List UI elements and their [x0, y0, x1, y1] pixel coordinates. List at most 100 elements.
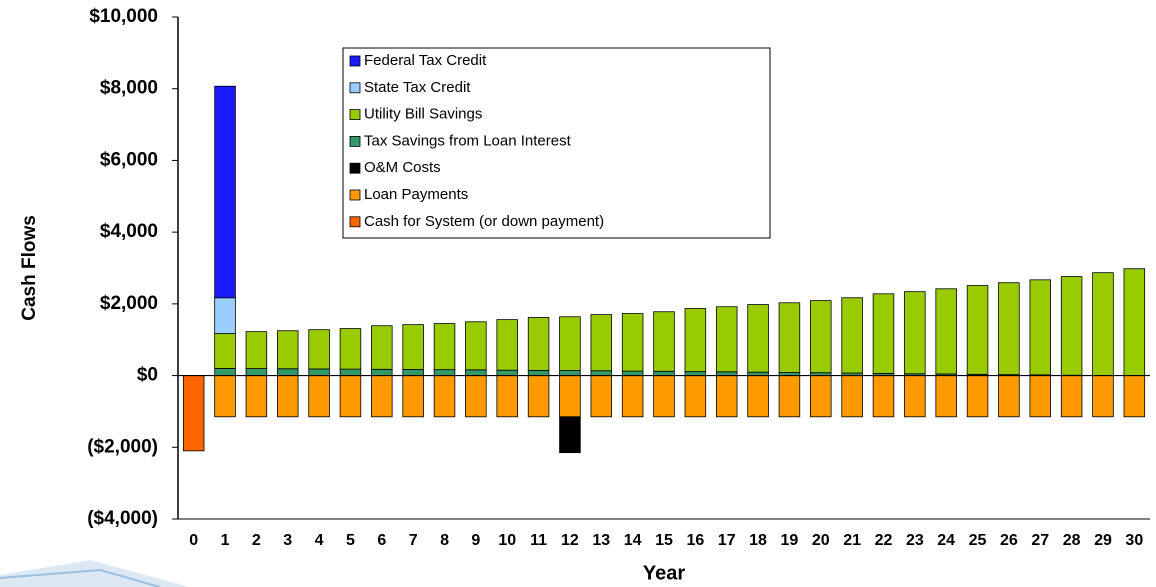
bar — [684, 375, 707, 418]
bar — [621, 370, 644, 376]
legend-label: Utility Bill Savings — [364, 106, 482, 123]
x-tick-label: 11 — [530, 532, 547, 549]
bar — [308, 329, 330, 370]
bar — [527, 317, 550, 371]
bar — [590, 314, 613, 372]
x-tick-label: 27 — [1031, 532, 1049, 549]
x-tick-label: 19 — [781, 532, 799, 549]
bar — [402, 324, 424, 370]
legend-swatch — [349, 189, 361, 201]
y-tick-label: $10,000 — [89, 6, 158, 27]
bar — [810, 375, 832, 418]
bar — [214, 375, 236, 418]
y-tick-label: $0 — [137, 365, 158, 386]
x-tick-label: 20 — [812, 532, 830, 549]
y-tick-label: ($4,000) — [87, 508, 158, 529]
x-tick-label: 9 — [471, 532, 480, 549]
bar — [559, 375, 581, 418]
bar — [1060, 276, 1083, 376]
bar — [715, 306, 738, 373]
x-tick-label: 3 — [283, 532, 292, 549]
bar — [1092, 375, 1114, 418]
bar — [778, 375, 801, 418]
x-tick-label: 26 — [1000, 532, 1018, 549]
legend-swatch — [349, 216, 361, 228]
x-axis-label: Year — [643, 562, 685, 584]
bar — [621, 313, 644, 372]
legend-swatch — [349, 135, 361, 147]
legend-label: Loan Payments — [364, 186, 468, 203]
bar — [339, 328, 362, 370]
x-tick-label: 24 — [937, 532, 955, 549]
bar — [935, 288, 957, 375]
bar — [527, 369, 550, 376]
x-tick-label: 13 — [592, 532, 610, 549]
bar — [339, 368, 362, 376]
bar — [841, 297, 863, 374]
bar — [496, 319, 518, 371]
bar — [653, 375, 675, 418]
bar — [465, 375, 487, 418]
bar — [339, 375, 362, 418]
x-tick-label: 2 — [252, 532, 261, 549]
bar — [966, 375, 989, 418]
legend-swatch — [349, 109, 361, 120]
bar — [371, 375, 393, 418]
bar — [214, 333, 236, 369]
y-tick-label: ($2,000) — [87, 436, 158, 457]
bar — [998, 282, 1020, 376]
bar — [308, 375, 330, 418]
bar — [1123, 375, 1146, 418]
x-tick-label: 28 — [1063, 532, 1081, 549]
bar — [245, 368, 268, 376]
bar — [1123, 268, 1146, 376]
x-tick-label: 0 — [189, 532, 198, 549]
bar — [245, 331, 268, 369]
bar — [684, 308, 707, 373]
x-tick-label: 22 — [875, 532, 893, 549]
x-tick-label: 4 — [315, 532, 324, 549]
bar — [841, 375, 863, 418]
bar — [308, 368, 330, 376]
bar — [371, 368, 393, 376]
bar — [276, 368, 299, 376]
bar — [276, 375, 299, 418]
bar — [1029, 375, 1052, 418]
y-axis-label: Cash Flows — [19, 215, 40, 321]
bar — [245, 375, 268, 418]
legend-swatch — [349, 55, 361, 67]
bar — [371, 325, 393, 370]
legend-swatch — [349, 82, 361, 94]
bar — [1060, 375, 1083, 418]
decoration — [0, 560, 190, 587]
bar — [559, 370, 581, 376]
bar — [465, 321, 487, 371]
x-tick-label: 1 — [221, 532, 230, 549]
bar — [590, 375, 613, 418]
x-tick-label: 8 — [440, 532, 449, 549]
bar — [747, 375, 769, 418]
y-tick-label: $4,000 — [100, 221, 158, 242]
x-tick-label: 30 — [1125, 532, 1143, 549]
bar — [214, 85, 236, 299]
bar — [214, 367, 236, 376]
x-tick-label: 23 — [906, 532, 924, 549]
x-tick-label: 5 — [346, 532, 355, 549]
bar — [904, 375, 926, 418]
legend-label: Tax Savings from Loan Interest — [364, 132, 572, 149]
legend-label: Federal Tax Credit — [364, 52, 487, 69]
bar — [810, 300, 832, 374]
x-tick-label: 18 — [749, 532, 767, 549]
legend-label: O&M Costs — [364, 159, 441, 176]
bar — [433, 369, 456, 376]
bar — [778, 302, 801, 373]
x-tick-label: 7 — [409, 532, 418, 549]
bar — [653, 370, 675, 376]
decoration — [0, 568, 161, 587]
bar — [590, 370, 613, 376]
bar — [433, 375, 456, 418]
bar — [433, 323, 456, 371]
legend-label: Cash for System (or down payment) — [364, 213, 604, 230]
x-tick-label: 6 — [377, 532, 386, 549]
